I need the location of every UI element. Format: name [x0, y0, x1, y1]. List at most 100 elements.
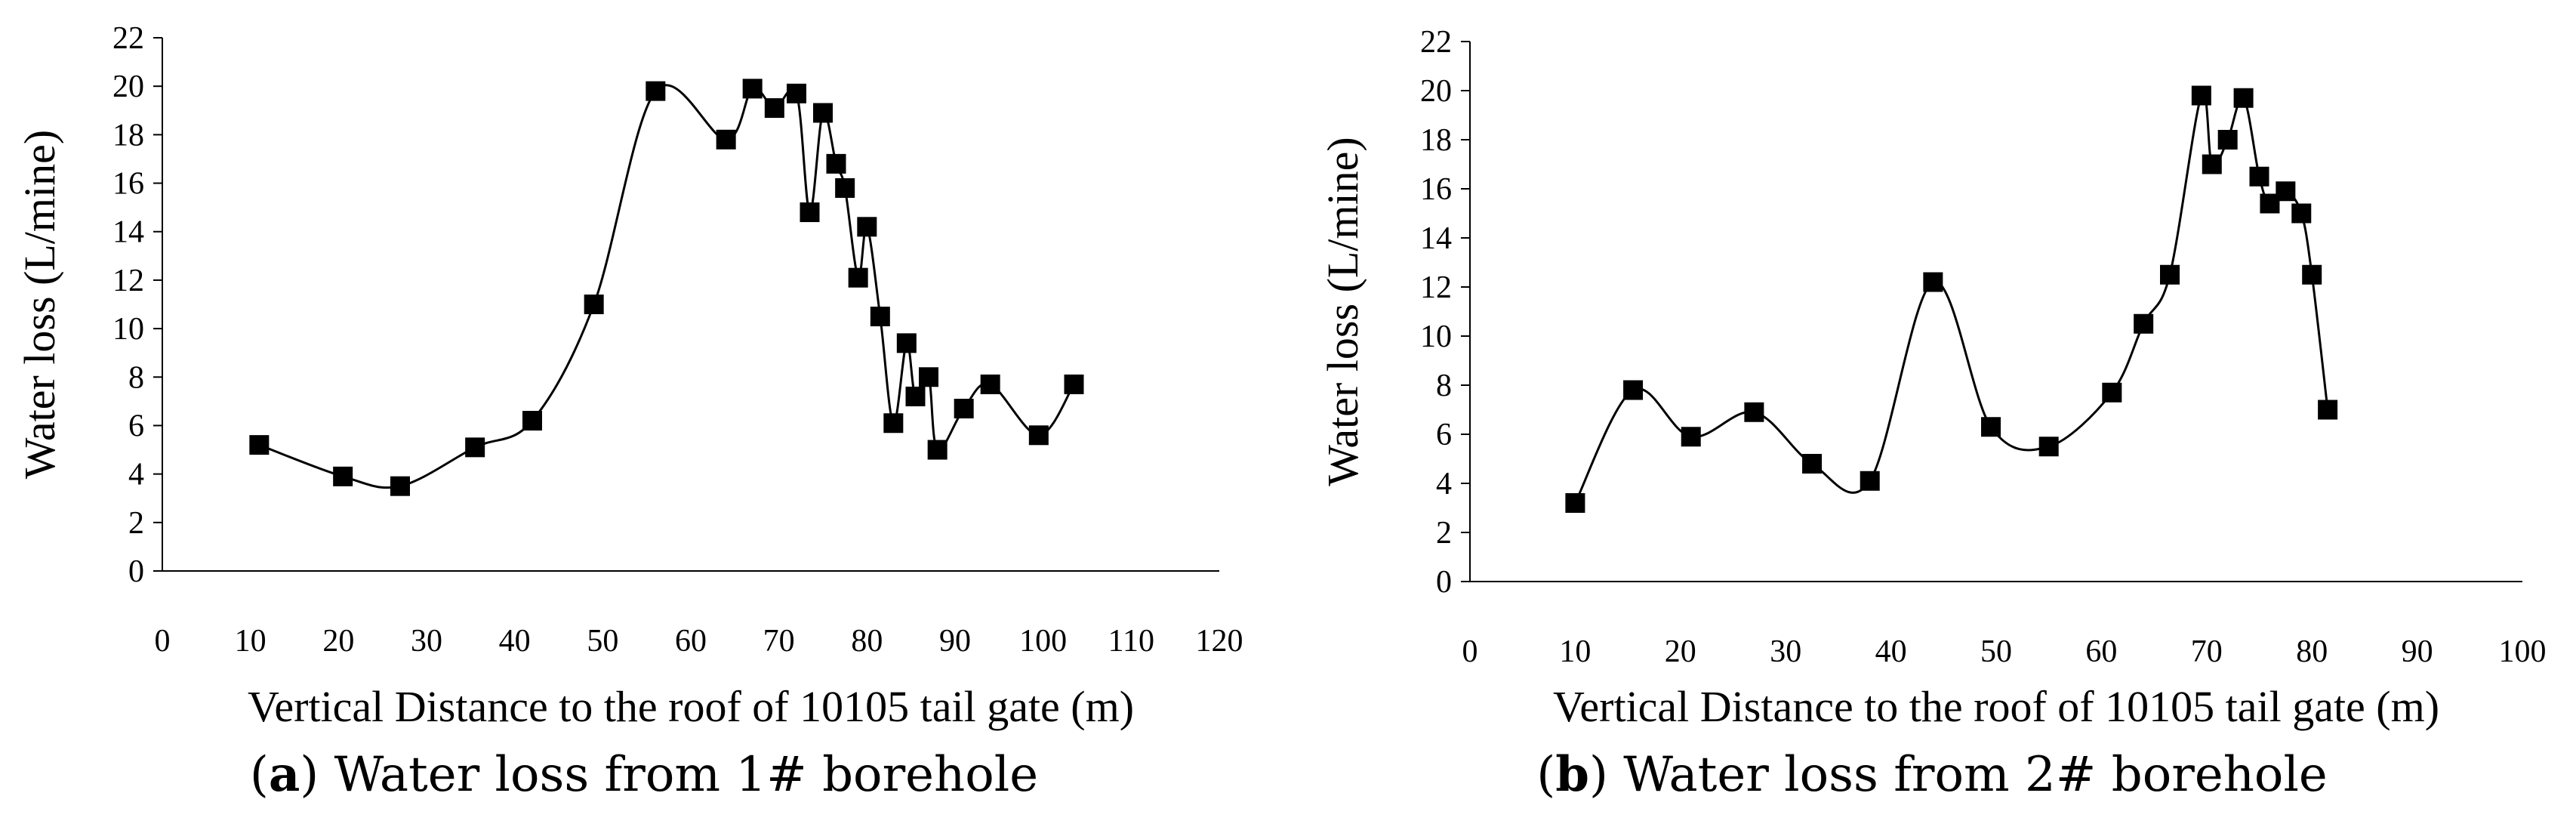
x-tick-label: 70 [2191, 634, 2223, 669]
y-tick-label: 18 [1420, 123, 1452, 158]
data-point-marker [2318, 400, 2338, 420]
x-tick-label: 80 [851, 624, 883, 659]
data-point-marker [2202, 154, 2222, 174]
data-point-marker [835, 177, 855, 198]
data-point-marker [646, 81, 666, 101]
data-point-marker [2160, 264, 2180, 285]
data-point-marker [584, 295, 604, 314]
chart-b-caption-label: b [1555, 746, 1589, 803]
data-point-marker [2249, 166, 2269, 187]
data-point-marker [2102, 382, 2122, 403]
data-point-marker [1802, 454, 1823, 474]
data-point-marker [2233, 88, 2254, 108]
chart-panel-a: 0 2 4 6 8 10 12 14 16 18 20 22 0 10 20 30 40 50 60 70 80 90 10… [15, 21, 1243, 803]
x-tick-label: 0 [155, 624, 171, 659]
x-tick-label: 120 [1196, 624, 1243, 659]
chart-b-svg: 0 2 4 6 8 10 12 14 16 18 20 22 0 10 20 30 40 50 60 70 80 90 10… [1318, 25, 2547, 731]
data-point-marker [883, 413, 904, 434]
data-point-marker [764, 98, 784, 119]
data-point-marker [465, 437, 485, 458]
chart-panel-b: 0 2 4 6 8 10 12 14 16 18 20 22 0 10 20 30 40 50 60 70 80 90 10… [1288, 0, 2576, 827]
data-point-marker [2038, 437, 2059, 457]
x-tick-label: 10 [1559, 634, 1591, 669]
y-tick-label: 4 [1436, 467, 1452, 501]
data-point-marker [2276, 181, 2296, 202]
y-tick-label: 10 [112, 312, 144, 347]
y-tick-label: 22 [112, 21, 144, 56]
data-point-marker [826, 153, 846, 174]
x-tick-label: 100 [2499, 634, 2547, 669]
data-point-marker [1860, 471, 1880, 491]
y-tick-label: 16 [1420, 172, 1452, 207]
x-tick-label: 90 [939, 624, 971, 659]
data-point-marker [1744, 402, 1764, 422]
y-tick-label: 12 [112, 264, 144, 298]
data-point-marker [2217, 130, 2238, 150]
y-tick-label: 16 [112, 167, 144, 202]
chart-b-caption-text: Water loss from 2# borehole [1623, 747, 2328, 803]
data-point-marker [919, 367, 938, 387]
y-axis-title: Water loss (L/mine) [1318, 137, 1367, 486]
y-tick-label: 22 [1420, 25, 1452, 60]
data-point-marker [716, 129, 736, 150]
x-tick-label: 50 [587, 624, 618, 659]
y-tick-label: 18 [112, 118, 144, 153]
data-point-marker [249, 435, 270, 455]
y-tick-label: 8 [128, 360, 144, 395]
x-axis-title: Vertical Distance to the roof of 10105 t… [248, 682, 1134, 731]
data-point-marker [2191, 85, 2211, 106]
y-tick-label: 0 [1436, 565, 1452, 600]
data-point-marker [954, 398, 974, 418]
y-tick-label: 12 [1420, 270, 1452, 305]
y-tick-label: 8 [1436, 369, 1452, 403]
chart-b-caption: (b) Water loss from 2# borehole [1536, 746, 2328, 803]
data-point-marker [1565, 493, 1585, 513]
data-point-marker [742, 79, 763, 99]
x-tick-label: 30 [1770, 634, 1801, 669]
data-point-marker [2302, 264, 2322, 285]
y-tick-label: 20 [112, 69, 144, 104]
y-tick-label: 0 [128, 554, 144, 589]
data-point-marker [800, 202, 820, 223]
x-tick-label: 10 [235, 624, 267, 659]
data-point-marker [857, 217, 877, 237]
chart-a-caption-text: Water loss from 1# borehole [334, 747, 1039, 803]
data-point-marker [1681, 427, 1701, 447]
x-tick-label: 0 [1462, 634, 1478, 669]
data-point-marker [896, 333, 917, 353]
x-axis-title: Vertical Distance to the roof of 10105 t… [1553, 682, 2439, 731]
data-point-marker [2134, 313, 2154, 334]
data-point-marker [2291, 203, 2312, 224]
x-tick-label: 70 [763, 624, 795, 659]
y-axis-title: Water loss (L/mine) [15, 130, 64, 479]
chart-a-caption: (a) Water loss from 1# borehole [249, 746, 1039, 803]
y-tick-label: 2 [128, 506, 144, 541]
x-tick-label: 110 [1108, 624, 1154, 659]
data-point-marker [927, 440, 948, 460]
y-tick-label: 14 [1420, 221, 1452, 256]
y-tick-label: 6 [128, 409, 144, 443]
x-tick-label: 20 [1665, 634, 1696, 669]
x-tick-label: 60 [675, 624, 707, 659]
y-tick-label: 2 [1436, 516, 1452, 551]
x-tick-label: 100 [1019, 624, 1067, 659]
x-tick-label: 20 [322, 624, 354, 659]
series-line [258, 84, 1075, 489]
x-tick-label: 90 [2402, 634, 2433, 669]
x-tick-label: 30 [411, 624, 442, 659]
y-tick-label: 14 [112, 215, 144, 250]
data-point-marker [333, 466, 353, 486]
data-point-marker [813, 103, 833, 123]
data-point-marker [848, 267, 868, 288]
x-tick-label: 50 [1980, 634, 2012, 669]
data-point-marker [980, 374, 1000, 394]
y-tick-label: 4 [128, 458, 144, 492]
x-tick-label: 40 [499, 624, 531, 659]
data-point-marker [787, 83, 806, 103]
y-tick-label: 10 [1420, 319, 1452, 354]
y-tick-label: 20 [1420, 74, 1452, 109]
data-point-marker [905, 386, 926, 406]
data-point-marker [1923, 272, 1943, 292]
data-point-marker [1064, 374, 1084, 394]
data-point-marker [870, 307, 890, 327]
